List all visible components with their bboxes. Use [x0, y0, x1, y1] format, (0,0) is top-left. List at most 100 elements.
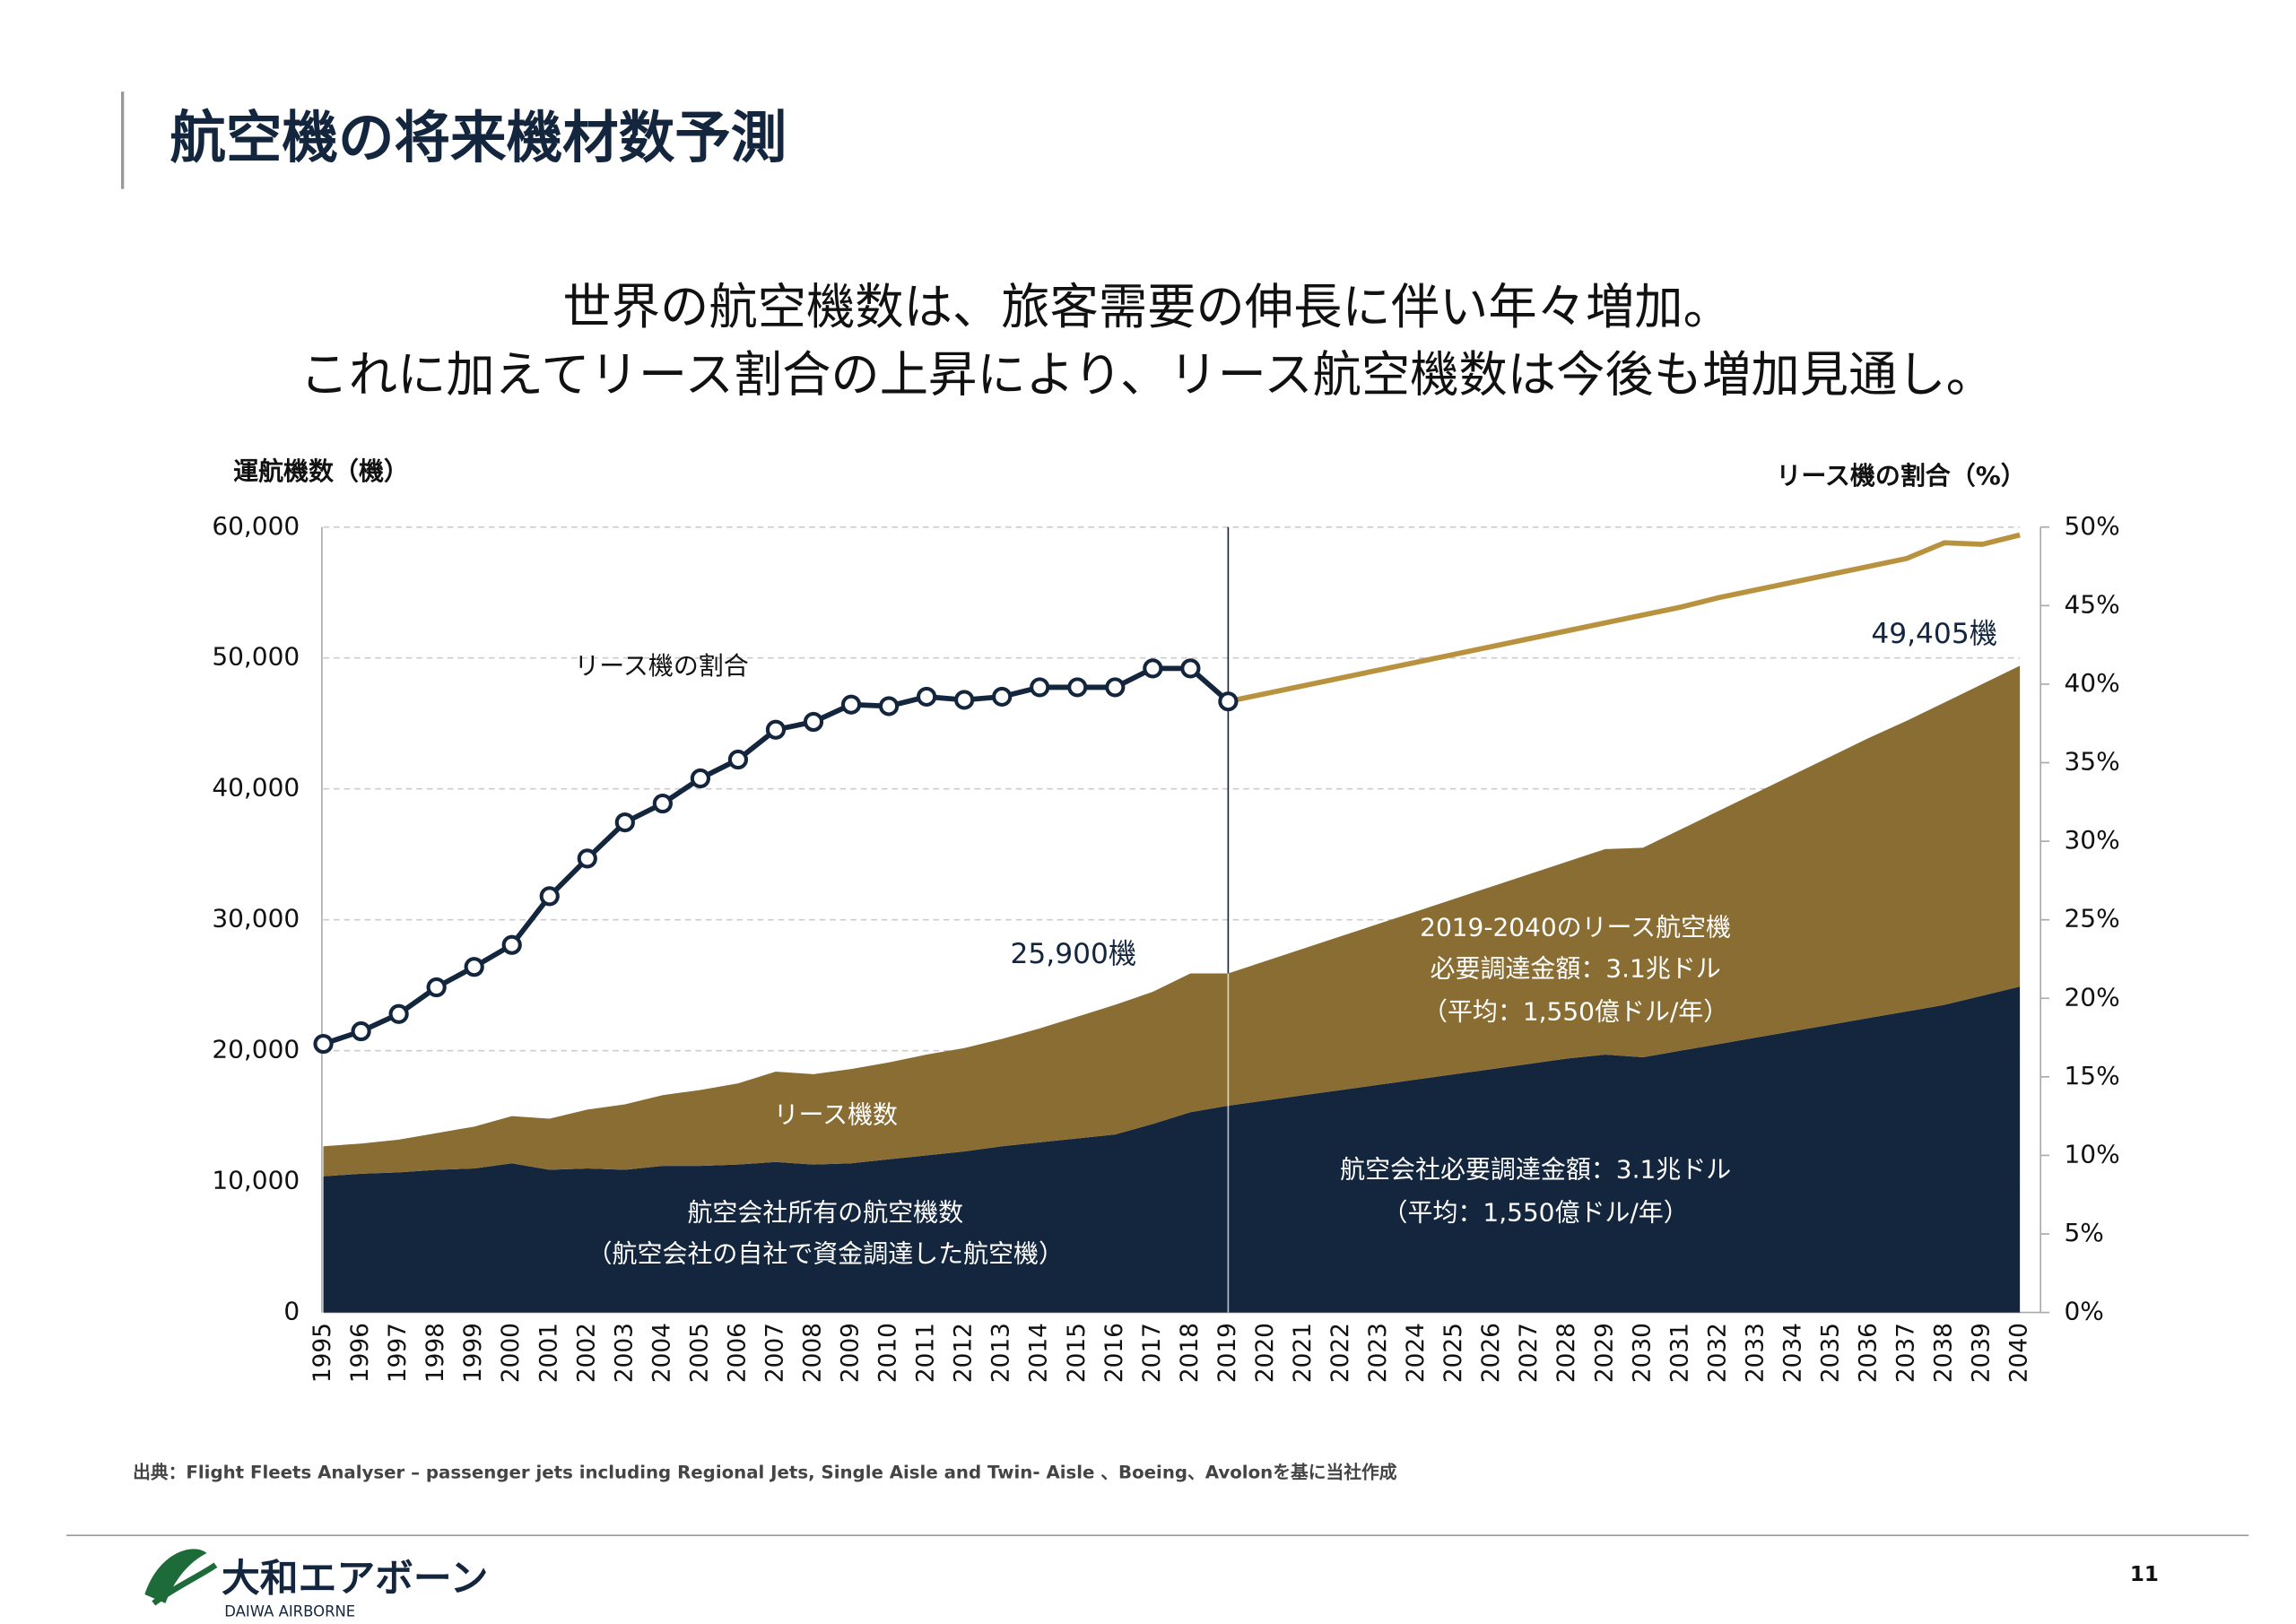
y-tick-label: 0: [283, 1297, 300, 1326]
x-tick-label: 2020: [1252, 1323, 1279, 1383]
marker: [1105, 677, 1126, 698]
x-tick-label: 1997: [385, 1323, 412, 1383]
x-tick-label: 2014: [1026, 1323, 1053, 1383]
marker: [992, 686, 1013, 708]
x-tick-label: 2036: [1855, 1323, 1882, 1383]
x-tick-label: 2019: [1214, 1323, 1241, 1383]
marker: [464, 957, 484, 977]
y2-tick-label: 10%: [2065, 1139, 2120, 1168]
slide-title: 航空機の将来機材数予測: [170, 105, 787, 170]
line: [1227, 532, 2021, 705]
x-tick-label: 2006: [724, 1323, 751, 1383]
x-tick-label: 2009: [838, 1323, 865, 1383]
y-tick-label: 30,000: [212, 904, 300, 934]
marker: [501, 934, 522, 955]
x-tick-label: 2004: [648, 1323, 675, 1383]
marker: [351, 1020, 371, 1042]
marker: [840, 694, 862, 715]
x-tick-label: 2024: [1403, 1323, 1430, 1383]
x-tick-label: 2028: [1553, 1323, 1580, 1383]
y2-tick-label: 5%: [2065, 1218, 2104, 1247]
annotation: 25,900機: [1011, 938, 1137, 970]
y-tick-label: 40,000: [212, 773, 300, 803]
x-tick-label: 2021: [1290, 1323, 1317, 1383]
x-tick-label: 2030: [1629, 1323, 1656, 1383]
marker: [539, 886, 560, 907]
marker: [878, 696, 900, 716]
y2-axis-label: リース機の割合（%）: [1776, 461, 2025, 491]
x-tick-label: 2023: [1365, 1323, 1392, 1383]
area-label: リース機数: [774, 1100, 898, 1130]
marker: [727, 749, 749, 770]
marker: [765, 719, 787, 740]
x-tick-label: 2022: [1327, 1323, 1354, 1383]
marker: [916, 686, 937, 708]
x-tick-label: 2005: [686, 1323, 713, 1383]
marker: [577, 848, 597, 869]
x-tick-label: 2002: [573, 1323, 600, 1383]
x-tick-label: 2034: [1779, 1323, 1806, 1383]
annotation: 航空会社必要調達金額：3.1兆ドル: [1340, 1155, 1731, 1185]
x-tick-label: 1998: [422, 1323, 449, 1383]
x-tick-label: 1996: [347, 1323, 374, 1383]
annotation: （航空会社の自社で資金調達した航空機）: [587, 1238, 1064, 1268]
x-tick-label: 2025: [1440, 1323, 1467, 1383]
headline: これに加えてリース割合の上昇により、リース航空機数は今後も増加見通し。: [300, 347, 1995, 404]
x-tick-label: 1995: [309, 1323, 336, 1383]
annotation: 49,405機: [1871, 618, 1997, 650]
x-tick-label: 2032: [1704, 1323, 1731, 1383]
marker: [1143, 658, 1163, 679]
x-tick-label: 2039: [1969, 1323, 1996, 1383]
y-tick-label: 50,000: [212, 642, 300, 672]
x-tick-label: 2007: [761, 1323, 788, 1383]
x-tick-label: 2027: [1516, 1323, 1543, 1383]
x-tick-label: 2011: [913, 1323, 940, 1383]
y2-tick-label: 15%: [2065, 1061, 2120, 1090]
y2-tick-label: 30%: [2065, 825, 2120, 855]
y2-tick-label: 50%: [2065, 511, 2120, 541]
x-tick-label: 2017: [1139, 1323, 1166, 1383]
x-tick-label: 2037: [1893, 1323, 1920, 1383]
marker: [1218, 691, 1239, 712]
headline: 世界の航空機数は、旅客需要の伸長に伴い年々増加。: [562, 279, 1732, 335]
y2-tick-label: 40%: [2065, 668, 2120, 698]
x-tick-label: 1999: [460, 1323, 487, 1383]
x-tick-label: 2010: [875, 1323, 902, 1383]
marker: [426, 977, 447, 998]
x-tick-label: 2003: [611, 1323, 638, 1383]
y-axis-label: 運航機数（機）: [233, 456, 409, 486]
marker: [313, 1033, 334, 1055]
x-tick-label: 2029: [1591, 1323, 1618, 1383]
x-tick-label: 2040: [2006, 1323, 2033, 1383]
y2-tick-label: 35%: [2065, 747, 2120, 777]
page-number: 11: [2130, 1563, 2159, 1586]
logo-mark: [152, 1562, 218, 1606]
marker: [803, 711, 824, 733]
x-tick-label: 2033: [1742, 1323, 1769, 1383]
marker: [652, 793, 673, 814]
y2-tick-label: 45%: [2065, 589, 2120, 619]
logo-mark: [144, 1549, 207, 1603]
x-tick-label: 2035: [1817, 1323, 1844, 1383]
x-tick-label: 2026: [1478, 1323, 1505, 1383]
x-tick-label: 2018: [1177, 1323, 1204, 1383]
source: 出典：Flight Fleets Analyser – passenger je…: [133, 1463, 1397, 1483]
y2-tick-label: 0%: [2065, 1297, 2104, 1326]
marker: [1180, 658, 1201, 679]
y2-tick-label: 25%: [2065, 904, 2120, 934]
logo-subtext: DAIWA AIRBORNE: [224, 1602, 355, 1620]
x-tick-label: 2012: [951, 1323, 978, 1383]
logo-text: 大和エアボーン: [222, 1557, 488, 1602]
x-tick-label: 2031: [1666, 1323, 1693, 1383]
x-tick-label: 2000: [498, 1323, 525, 1383]
marker: [614, 812, 635, 833]
annotation: 必要調達金額：3.1兆ドル: [1431, 954, 1721, 984]
marker: [1067, 677, 1088, 698]
marker: [690, 768, 711, 789]
area: [323, 986, 2021, 1313]
marker: [388, 1003, 409, 1024]
y-tick-label: 10,000: [212, 1166, 300, 1195]
marker: [1030, 677, 1050, 698]
area: [323, 665, 2021, 1177]
